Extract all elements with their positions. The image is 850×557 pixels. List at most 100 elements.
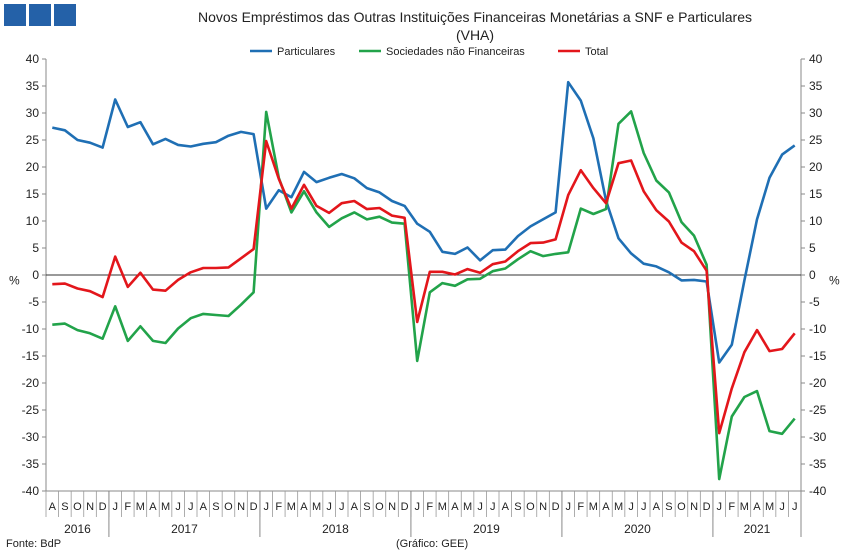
y-tick-label-left: -30 [22,430,40,444]
logo-block [54,4,76,26]
x-tick-label: D [703,501,711,513]
legend-label: Particulares [277,46,336,58]
x-tick-label: N [539,501,547,513]
x-tick-label: M [765,501,774,513]
x-tick-label: N [388,501,396,513]
y-tick-label-right: -10 [809,322,827,336]
x-tick-label: J [112,501,118,513]
y-tick-label-right: 20 [809,160,823,174]
x-tick-label: D [99,501,107,513]
x-tick-label: F [426,501,433,513]
x-tick-label: A [753,501,761,513]
x-tick-label: A [149,501,157,513]
x-tick-label: N [690,501,698,513]
series-line-total [52,139,796,435]
x-tick-label: O [677,501,686,513]
y-tick-label-left: -35 [22,457,40,471]
y-tick-label-left: -15 [22,349,40,363]
x-tick-label: F [275,501,282,513]
y-axis-label-right: % [829,273,840,287]
x-tick-label: A [653,501,661,513]
x-tick-label: J [779,501,785,513]
x-tick-label: M [438,501,447,513]
y-tick-label-left: 5 [32,241,39,255]
chart-title: Novos Empréstimos das Outras Instituiçõe… [198,9,752,25]
year-label: 2017 [171,522,198,536]
x-tick-label: J [716,501,722,513]
x-tick-label: S [212,501,219,513]
x-tick-label: A [502,501,510,513]
chart-subtitle: (VHA) [455,27,495,43]
series-line-sociedades-n-o-financeiras [52,110,796,481]
x-tick-label: D [552,501,560,513]
y-tick-label-right: 25 [809,133,823,147]
x-tick-label: F [728,501,735,513]
y-tick-label-left: 15 [26,187,40,201]
legend-label: Sociedades não Financeiras [386,46,525,58]
y-tick-label-right: 5 [809,241,816,255]
x-tick-label: S [363,501,370,513]
y-tick-label-left: 30 [26,106,40,120]
x-tick-label: F [577,501,584,513]
y-tick-label-left: 10 [26,214,40,228]
x-tick-label: S [514,501,521,513]
x-tick-label: A [451,501,459,513]
x-tick-label: J [339,501,345,513]
x-tick-label: O [375,501,384,513]
x-tick-label: J [175,501,181,513]
y-tick-label-left: -20 [22,376,40,390]
graph-credit: (Gráfico: GEE) [396,538,469,550]
x-tick-label: J [263,501,269,513]
x-tick-label: J [490,501,496,513]
y-tick-label-left: 40 [26,52,40,66]
x-tick-label: M [589,501,598,513]
year-label: 2020 [624,522,651,536]
year-label: 2019 [473,522,500,536]
y-tick-label-right: -40 [809,484,827,498]
y-axis-label-left: % [9,273,20,287]
x-tick-label: D [250,501,258,513]
x-tick-label: A [49,501,57,513]
year-label: 2016 [64,522,91,536]
y-tick-label-right: -15 [809,349,827,363]
y-tick-label-right: -25 [809,403,827,417]
x-tick-label: J [565,501,571,513]
x-tick-label: M [312,501,321,513]
y-tick-label-right: 30 [809,106,823,120]
x-tick-label: N [86,501,94,513]
series-line-particulares [52,80,796,364]
y-tick-label-left: -10 [22,322,40,336]
x-tick-label: A [300,501,308,513]
logo-block [29,4,51,26]
y-tick-label-right: 40 [809,52,823,66]
x-tick-label: O [224,501,233,513]
x-tick-label: J [414,501,420,513]
x-tick-label: M [740,501,749,513]
y-tick-label-right: -35 [809,457,827,471]
y-tick-label-right: 10 [809,214,823,228]
y-tick-label-right: 0 [809,268,816,282]
x-tick-label: O [73,501,82,513]
x-tick-label: J [188,501,194,513]
y-tick-label-left: -5 [28,295,39,309]
y-tick-label-left: -40 [22,484,40,498]
x-tick-label: A [602,501,610,513]
legend-label: Total [585,46,608,58]
source-note: Fonte: BdP [6,538,62,550]
y-tick-label-right: 35 [809,79,823,93]
x-tick-label: O [526,501,535,513]
year-label: 2021 [744,522,771,536]
x-tick-label: M [614,501,623,513]
y-tick-label-left: 25 [26,133,40,147]
x-tick-label: N [237,501,245,513]
x-tick-label: J [326,501,332,513]
x-tick-label: A [200,501,208,513]
x-tick-label: S [61,501,68,513]
x-tick-label: M [287,501,296,513]
y-tick-label-left: -25 [22,403,40,417]
y-tick-label-left: 35 [26,79,40,93]
y-tick-label-left: 0 [32,268,39,282]
x-tick-label: F [124,501,131,513]
x-tick-label: A [351,501,359,513]
